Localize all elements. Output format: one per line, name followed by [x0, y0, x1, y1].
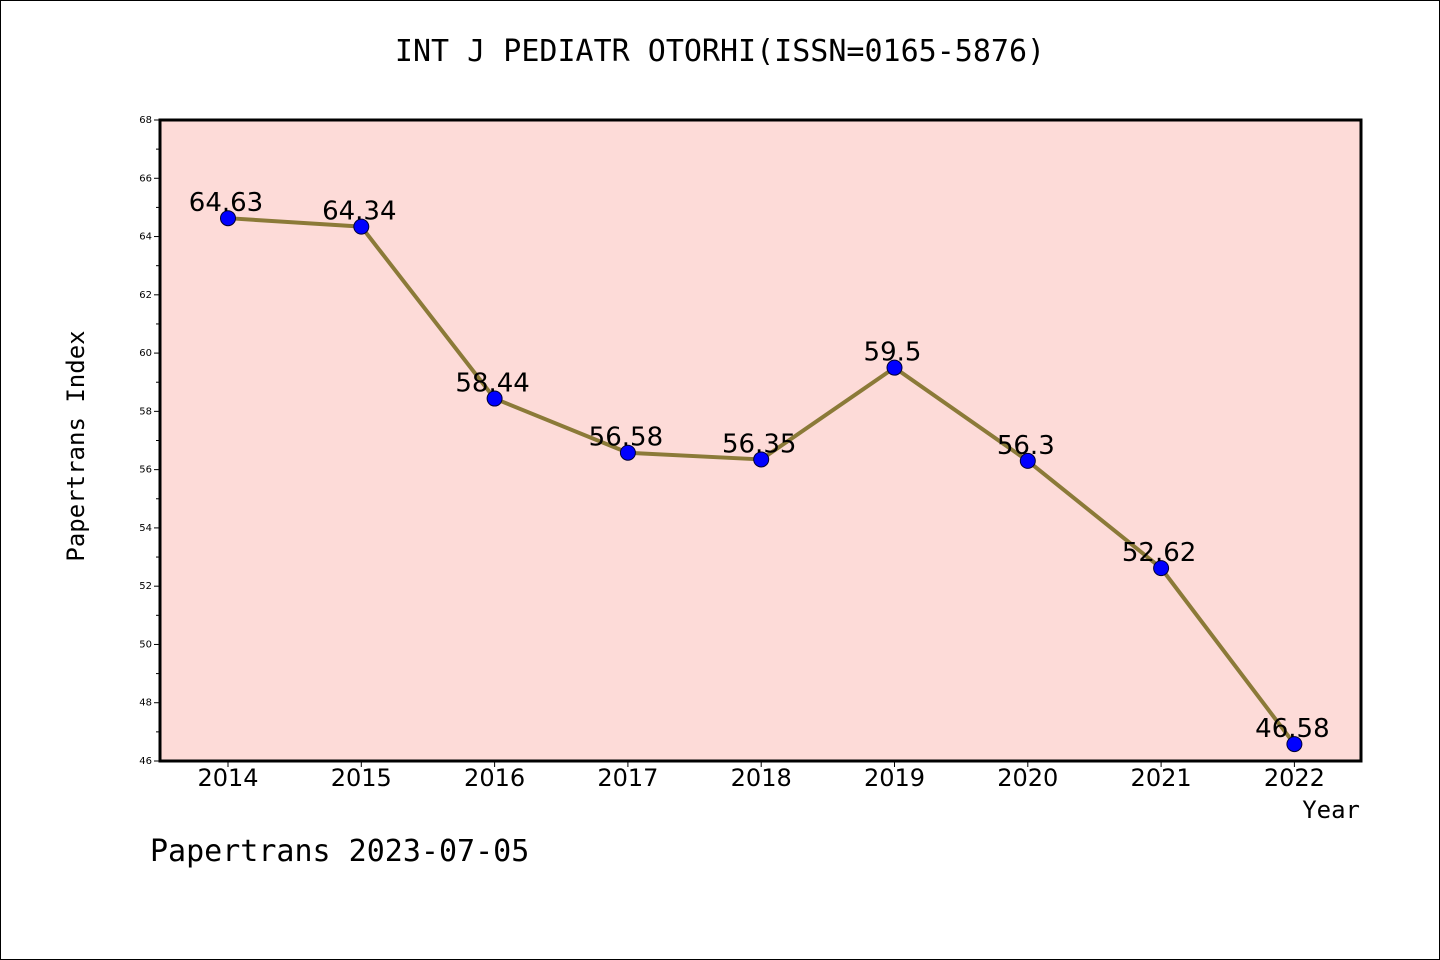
- data-point: [619, 444, 636, 461]
- footer-stamp: Papertrans 2023-07-05: [150, 834, 530, 869]
- x-tick-label: 2020: [997, 764, 1058, 792]
- data-label: 64.63: [189, 188, 263, 218]
- data-label: 52.62: [1122, 538, 1196, 568]
- data-point: [353, 218, 370, 235]
- data-point: [753, 451, 770, 468]
- y-tick-label: 58: [139, 406, 152, 417]
- data-point: [1286, 736, 1303, 753]
- y-tick-label: 62: [139, 290, 152, 301]
- data-label: 56.3: [997, 431, 1055, 461]
- y-tick-label: 66: [139, 173, 152, 184]
- data-point: [1153, 560, 1170, 577]
- x-tick-label: 2016: [464, 764, 525, 792]
- x-axis-label: Year: [1302, 796, 1360, 824]
- data-label: 58.44: [455, 369, 529, 399]
- data-label: 56.58: [589, 423, 663, 453]
- data-point: [886, 359, 903, 376]
- data-point: [1019, 452, 1036, 469]
- data-label: 64.34: [322, 197, 396, 227]
- x-tick-label: 2017: [597, 764, 658, 792]
- x-tick-label: 2021: [1131, 764, 1192, 792]
- y-tick-label: 46: [139, 756, 152, 767]
- y-tick-label: 50: [139, 639, 152, 650]
- plot-border: [158, 118, 1363, 763]
- y-tick-label: 48: [139, 698, 152, 709]
- x-tick-label: 2018: [731, 764, 792, 792]
- chart-title: INT J PEDIATR OTORHI(ISSN=0165-5876): [394, 34, 1046, 69]
- x-tick-label: 2019: [864, 764, 925, 792]
- y-tick-label: 54: [139, 523, 152, 534]
- data-point: [486, 390, 503, 407]
- x-tick-label: 2014: [197, 764, 258, 792]
- y-tick-label: 60: [139, 348, 152, 359]
- data-label: 56.35: [722, 429, 796, 459]
- x-tick-label: 2022: [1264, 764, 1325, 792]
- y-tick-label: 64: [139, 232, 152, 243]
- y-tick-label: 56: [139, 465, 152, 476]
- x-tick-label: 2015: [331, 764, 392, 792]
- y-tick-label: 52: [139, 581, 152, 592]
- data-label: 59.5: [864, 338, 922, 368]
- data-point: [220, 210, 236, 227]
- y-tick-label: 68: [139, 115, 152, 126]
- data-label: 46.58: [1255, 714, 1329, 744]
